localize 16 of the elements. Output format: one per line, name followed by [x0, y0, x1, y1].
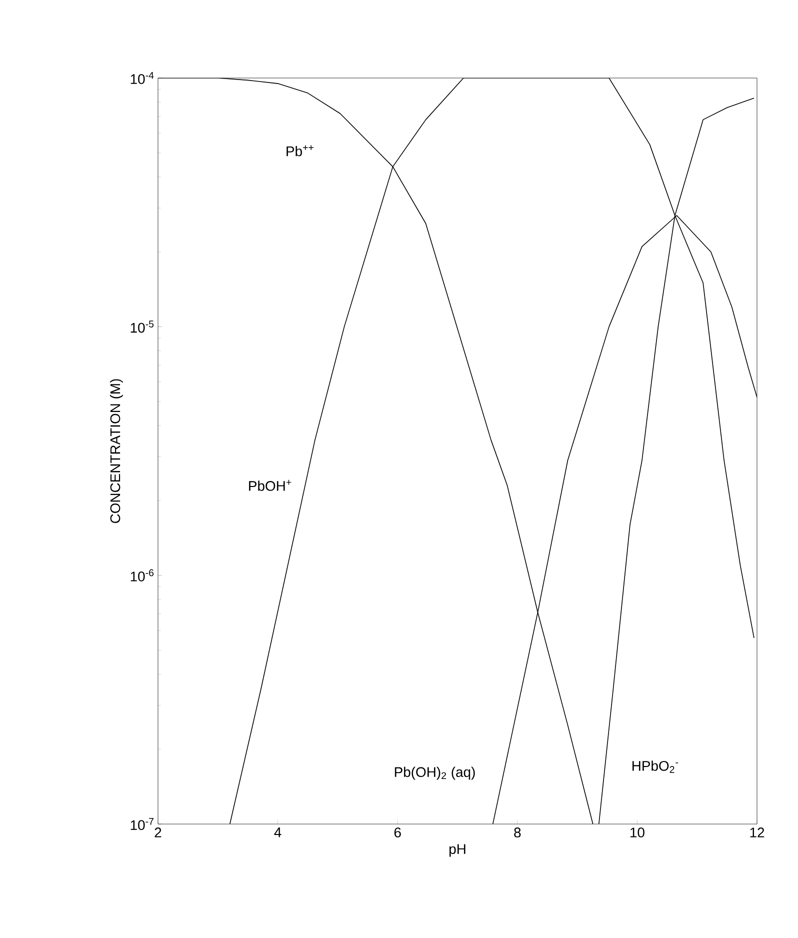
x-axis-title: pH: [449, 844, 466, 857]
y-tick-label: 10$^{-4}$: [130, 72, 154, 84]
y-tick-label: 10$^{-5}$: [130, 320, 154, 333]
series-label: HPbO$_{2}$-: [632, 760, 678, 773]
x-tick-label: 4: [274, 828, 282, 838]
y-axis-title: CONCENTRATION (M): [110, 379, 123, 524]
y-tick-label: 10$^{-6}$: [130, 569, 154, 582]
x-tick-label: 10: [630, 828, 644, 838]
x-tick-label: 12: [750, 828, 764, 838]
x-tick-label: 8: [514, 828, 521, 838]
series-label: Pb(OH)$_{2}$ (aq): [394, 766, 475, 780]
x-tick-label: 2: [154, 828, 162, 838]
y-tick-label: 10$^{-7}$: [130, 818, 154, 830]
text: Pb$^{++}$: [286, 145, 314, 156]
x-tick-label: 6: [394, 828, 401, 838]
series-label: PbOH$^{+}$: [249, 480, 292, 491]
